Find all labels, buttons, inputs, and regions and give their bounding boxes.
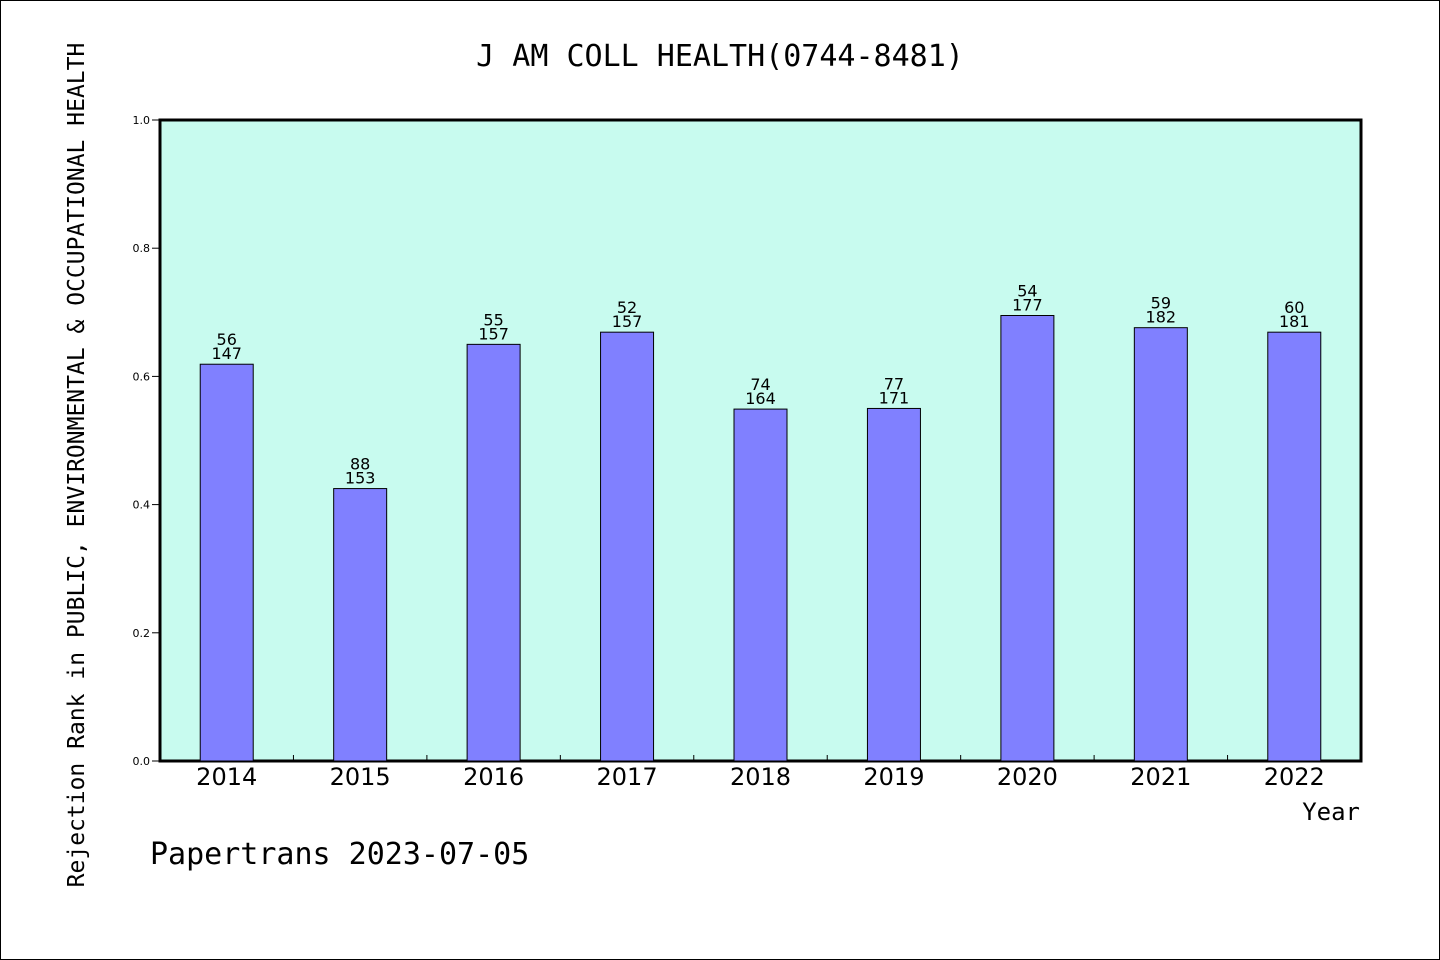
bar-total-label: 147 [211,344,242,363]
bar-total-label: 182 [1146,308,1177,327]
x-tick-label: 2021 [1130,763,1191,791]
bar-rank-label: 52 [617,298,637,317]
bar-rank-label: 59 [1151,294,1171,313]
bar-total-label: 157 [612,312,643,331]
x-tick-label: 2020 [997,763,1058,791]
x-axis: 2014 2015 2016 2017 2018 2019 2020 2021 2022 [196,755,1325,791]
bar [1133,327,1188,762]
bar-total-label: 171 [879,388,910,407]
y-tick-label: 0.8 [133,242,151,255]
bar-rank-label: 77 [884,374,904,393]
bar-rank-label: 88 [350,455,370,474]
bar-rank-label: 54 [1017,282,1037,301]
y-tick-label: 0.6 [133,370,151,383]
bar [199,363,254,762]
x-tick-label: 2019 [863,763,924,791]
chart-title: J AM COLL HEALTH(0744-8481) [476,39,964,74]
bar-total-label: 153 [345,469,376,488]
bar [333,488,388,762]
bar-rank-label: 55 [483,310,503,329]
bar [1000,315,1055,762]
y-axis-label: Rejection Rank in PUBLIC, ENVIRONMENTAL … [64,43,90,888]
y-tick-label: 1.0 [133,114,151,127]
bar [733,408,788,762]
x-tick-label: 2014 [196,763,257,791]
bar [466,343,521,762]
bar [1267,331,1322,762]
y-axis: 0.0 0.2 0.4 0.6 0.8 1.0 [133,114,160,768]
x-tick-label: 2018 [730,763,791,791]
bar-total-label: 157 [478,324,509,343]
bar-rank-label: 56 [217,330,237,349]
bar [600,331,655,762]
bar-rank-label: 74 [750,375,770,394]
bar-rank-label: 60 [1284,298,1304,317]
y-tick-label: 0.4 [133,499,151,512]
y-tick-label: 0.2 [133,627,151,640]
x-tick-label: 2016 [463,763,524,791]
x-tick-label: 2022 [1264,763,1325,791]
y-tick-label: 0.0 [133,755,151,768]
bar-total-label: 177 [1012,296,1043,315]
bar-total-label: 181 [1279,312,1310,331]
bar [866,407,921,762]
x-tick-label: 2015 [330,763,391,791]
x-axis-label: Year [1302,798,1360,826]
bar-total-label: 164 [745,389,776,408]
x-tick-label: 2017 [597,763,658,791]
footer-credit: Papertrans 2023-07-05 [150,837,529,872]
